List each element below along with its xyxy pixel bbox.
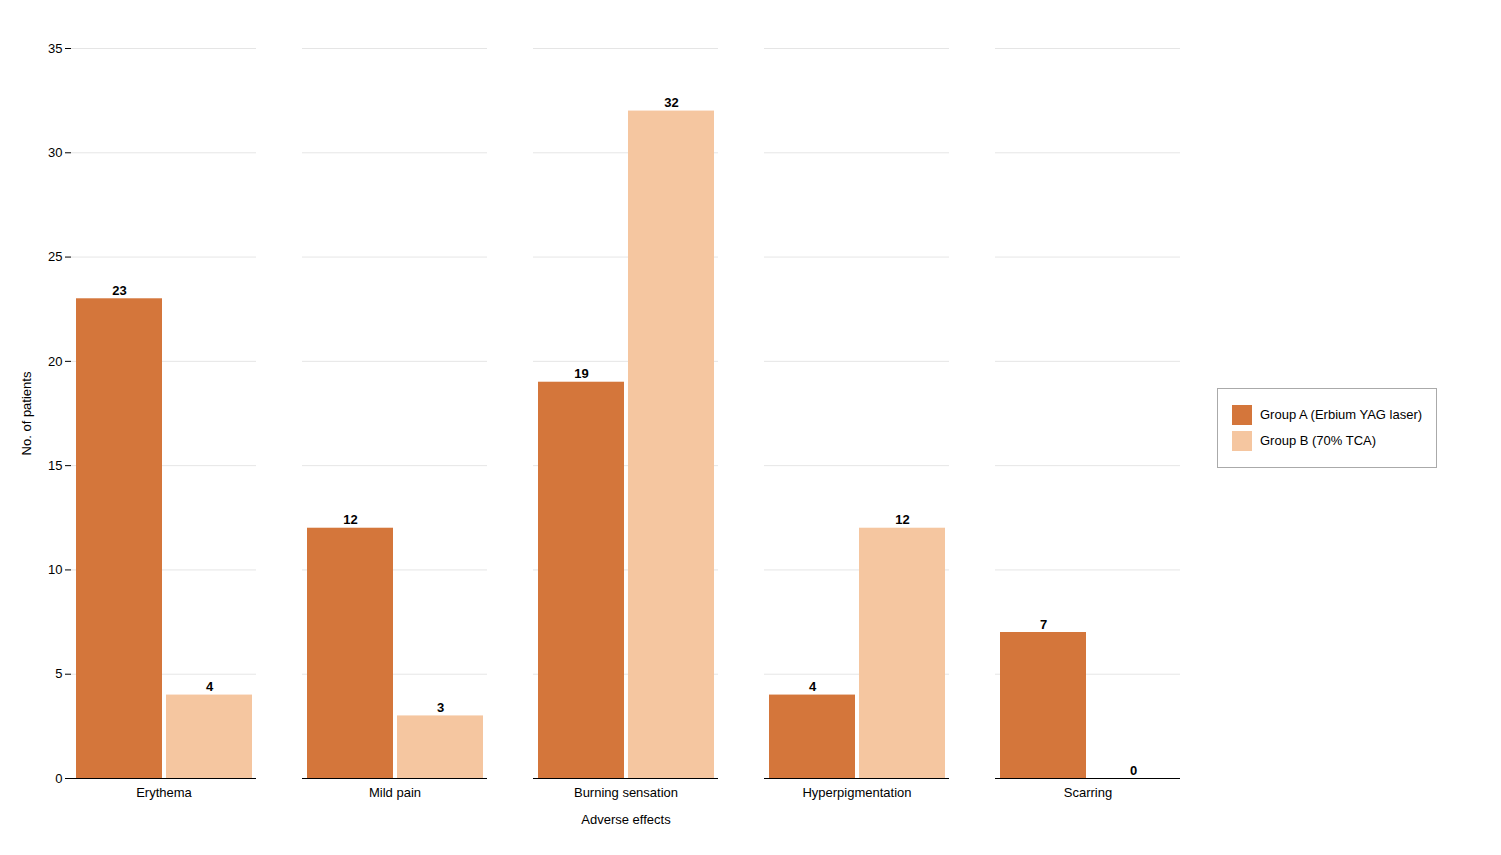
svg-text:5: 5: [55, 666, 62, 681]
svg-text:23: 23: [112, 282, 126, 297]
svg-text:No. of patients: No. of patients: [19, 371, 34, 455]
svg-text:35: 35: [48, 40, 62, 55]
svg-text:30: 30: [48, 144, 62, 159]
svg-text:0: 0: [1130, 762, 1137, 777]
svg-text:0: 0: [55, 770, 62, 785]
svg-text:7: 7: [1040, 616, 1047, 631]
svg-text:Hyperpigmentation: Hyperpigmentation: [802, 784, 911, 799]
svg-text:15: 15: [48, 457, 62, 472]
svg-text:20: 20: [48, 353, 62, 368]
html-text:Group A (Erbium YAG laser): Group A (Erbium YAG laser): [1260, 407, 1423, 422]
svg-text:Adverse effects: Adverse effects: [581, 811, 671, 826]
svg-text:12: 12: [895, 512, 909, 527]
svg-text:3: 3: [437, 699, 444, 714]
svg-text:19: 19: [574, 366, 588, 381]
svg-text:12: 12: [343, 512, 357, 527]
svg-text:Erythema: Erythema: [136, 784, 192, 799]
svg-text:10: 10: [48, 562, 62, 577]
html-text:Group B (70% TCA): Group B (70% TCA): [1260, 433, 1377, 448]
svg-text:Mild pain: Mild pain: [369, 784, 421, 799]
svg-text:4: 4: [206, 679, 214, 694]
svg-text:Burning sensation: Burning sensation: [574, 784, 678, 799]
svg-text:32: 32: [664, 95, 678, 110]
svg-text:4: 4: [809, 679, 817, 694]
svg-text:Scarring: Scarring: [1064, 784, 1112, 799]
svg-text:25: 25: [48, 249, 62, 264]
